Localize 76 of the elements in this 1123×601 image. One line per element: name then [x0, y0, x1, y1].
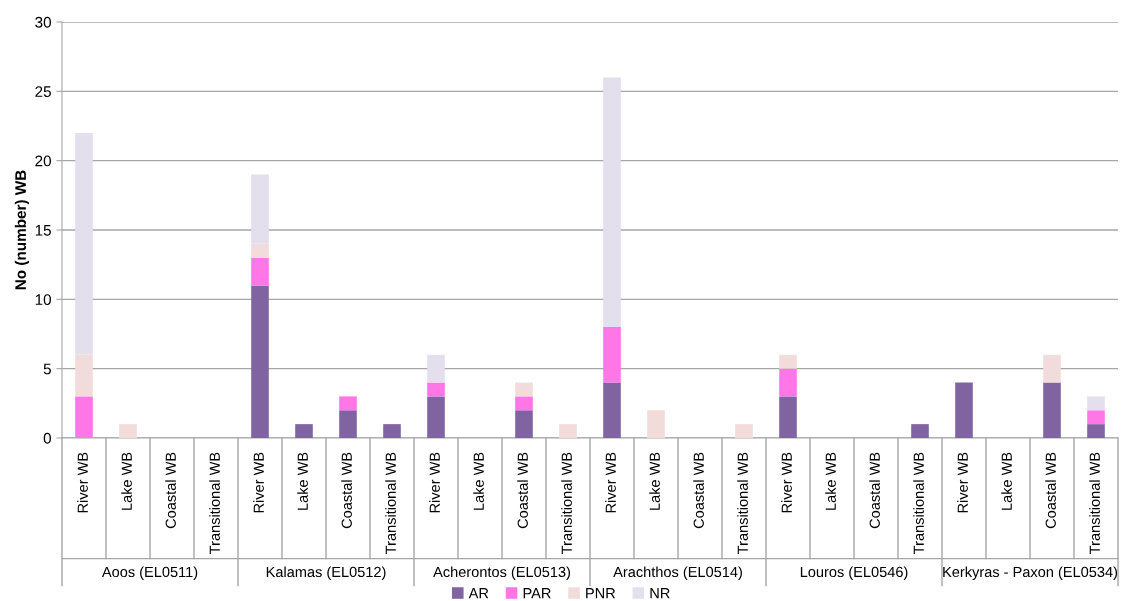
y-tick-label: 15: [35, 225, 51, 236]
bar: [1087, 410, 1105, 425]
y-tick-label: 30: [35, 16, 51, 28]
x-tick-label: Lake WB: [473, 452, 484, 510]
bar: [603, 77, 621, 328]
x-tick-label: Lake WB: [649, 452, 660, 510]
bar: [383, 424, 401, 438]
x-tick-label: Coastal WB: [517, 452, 528, 529]
x-tick-label: Lake WB: [1001, 452, 1012, 510]
bar: [251, 285, 269, 438]
legend-label: NR: [650, 588, 670, 599]
text: Louros (EL0546): [800, 566, 908, 580]
bar: [1043, 382, 1061, 438]
bar: [339, 396, 357, 411]
bar: [427, 382, 445, 397]
x-tick-label: Coastal WB: [693, 452, 704, 529]
bar: [779, 354, 797, 369]
bar: [427, 396, 445, 438]
text: Aoos (EL0511): [101, 566, 198, 580]
bar: [251, 243, 269, 258]
bar: [779, 396, 797, 438]
bar: [603, 382, 621, 438]
x-tick-label: River WB: [605, 452, 616, 513]
text: Kerkyras - Paxon (EL0534): [943, 566, 1118, 580]
legend-label: AR: [468, 588, 489, 599]
y-tick-label: 10: [35, 294, 51, 306]
bar: [515, 396, 533, 411]
bar: [295, 424, 313, 438]
bar: [75, 132, 93, 355]
bar: [955, 382, 973, 438]
x-tick-label: Transitional WB: [209, 452, 220, 554]
x-tick-label: Coastal WB: [165, 452, 176, 529]
y-tick-label: 5: [43, 363, 51, 375]
bar: [75, 354, 93, 397]
x-tick-label: Coastal WB: [869, 452, 880, 529]
x-tick-label: Transitional WB: [737, 452, 748, 554]
x-tick-label: River WB: [253, 452, 264, 513]
bar: [559, 424, 577, 438]
y-tick-label: 0: [43, 432, 51, 444]
bar: [339, 410, 357, 438]
x-tick-label: River WB: [781, 452, 792, 513]
bar: [251, 174, 269, 244]
y-tick-label: 20: [35, 155, 51, 167]
x-tick-label: River WB: [957, 452, 968, 513]
bar: [647, 410, 665, 438]
bar: [515, 410, 533, 438]
bar: [1087, 424, 1105, 438]
x-tick-label: Transitional WB: [1089, 452, 1100, 554]
x-tick-label: Transitional WB: [913, 452, 924, 554]
y-axis-title: No (number) WB: [14, 170, 30, 290]
bar: [75, 396, 93, 438]
x-tick-label: Lake WB: [121, 452, 132, 510]
bar: [119, 424, 137, 438]
bar: [779, 368, 797, 397]
x-tick-label: Transitional WB: [385, 452, 396, 554]
bar: [1087, 396, 1105, 411]
x-tick-label: Transitional WB: [561, 452, 572, 554]
bar: [1043, 354, 1061, 383]
text: Arachthos (EL0514): [613, 566, 742, 580]
x-tick-label: Coastal WB: [341, 452, 352, 529]
bar: [911, 424, 929, 438]
bar: [427, 354, 445, 383]
x-tick-label: Lake WB: [825, 452, 836, 510]
text: Kalamas (EL0512): [266, 566, 386, 580]
x-tick-label: Coastal WB: [1045, 452, 1056, 529]
legend-label: PNR: [586, 588, 616, 599]
bar: [735, 424, 753, 438]
bar: [251, 257, 269, 286]
bar: [603, 327, 621, 383]
y-tick-label: 25: [35, 86, 51, 98]
text: Acherontos (EL0513): [433, 566, 571, 580]
x-tick-label: Lake WB: [297, 452, 308, 510]
legend-label: PAR: [523, 588, 551, 599]
x-tick-label: River WB: [77, 452, 88, 513]
bar: [515, 382, 533, 397]
x-tick-label: River WB: [429, 452, 440, 513]
